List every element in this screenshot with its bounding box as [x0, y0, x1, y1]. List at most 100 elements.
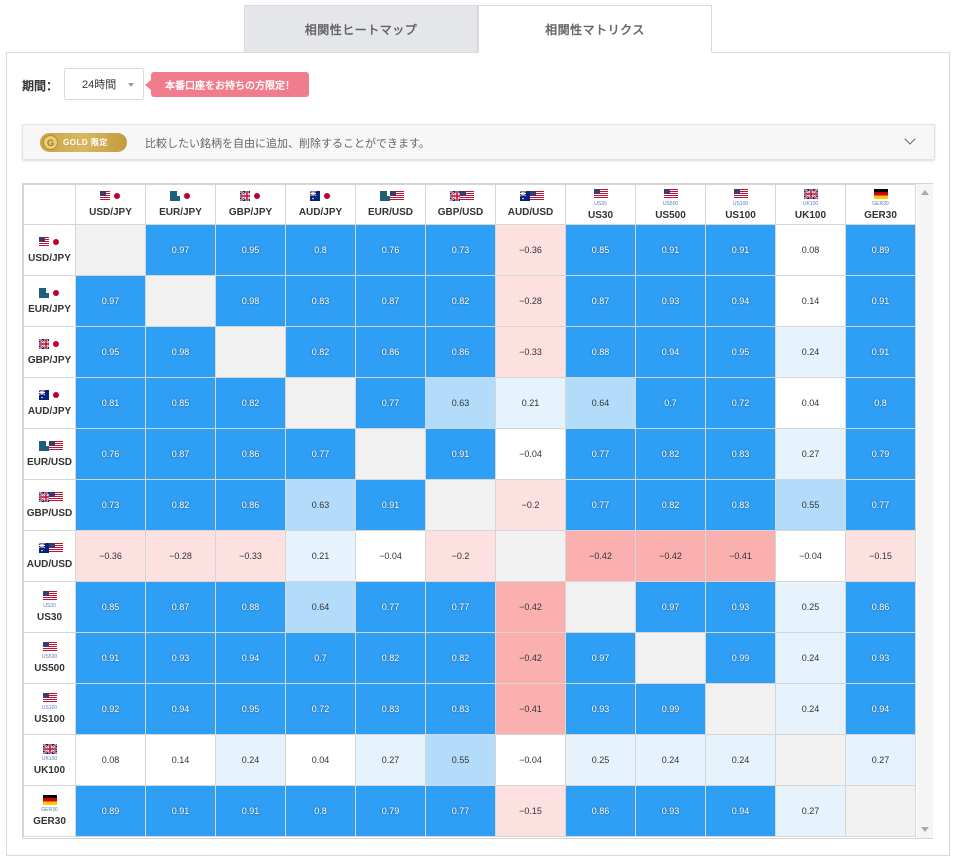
- matrix-cell: 0.63: [425, 377, 496, 429]
- row-label: US500: [34, 663, 65, 674]
- cell-value: 0.27: [801, 449, 820, 459]
- matrix-cell: 0.77: [845, 479, 916, 531]
- cell-value: 0.83: [731, 449, 750, 459]
- row-label: AUD/USD: [26, 558, 73, 570]
- matrix-cell: 0.21: [495, 377, 566, 429]
- column-header: GBP/USD: [425, 184, 496, 225]
- cell-value: −0.42: [519, 653, 542, 663]
- cell-value: 0.14: [171, 755, 190, 765]
- row-label: EUR/USD: [26, 456, 72, 468]
- cell-value: 0.99: [661, 704, 680, 714]
- matrix-cell: 0.83: [355, 683, 426, 735]
- matrix-cell: −0.15: [495, 785, 566, 837]
- cell-value: 0.83: [731, 500, 750, 510]
- cell-value: 0.8: [874, 398, 887, 408]
- matrix-cell: −0.42: [495, 581, 566, 633]
- cell-value: −0.2: [521, 500, 540, 510]
- cell-value: 0.25: [801, 602, 820, 612]
- matrix-cell: 0.77: [355, 581, 426, 633]
- matrix-cell: 0.97: [635, 581, 706, 633]
- flag-icon: [873, 188, 888, 199]
- flag-icon: [519, 190, 544, 201]
- cell-value: 0.93: [171, 653, 190, 663]
- matrix-cell: 0.14: [145, 734, 216, 786]
- cell-value: 0.94: [731, 806, 750, 816]
- matrix-cell: −0.28: [145, 530, 216, 582]
- flag-icon: [42, 591, 57, 601]
- matrix-cell: 0.77: [565, 428, 636, 480]
- cell-value: 0.24: [801, 653, 820, 663]
- cell-value: 0.94: [661, 347, 680, 357]
- gold-badge: G GOLD 限定: [40, 133, 127, 152]
- gold-feature-bar[interactable]: G GOLD 限定 比較したい銘柄を自由に追加、削除することができます。: [22, 124, 935, 160]
- matrix-cell: 0.04: [775, 377, 846, 429]
- vertical-scrollbar[interactable]: [917, 184, 933, 838]
- cell-value: −0.04: [519, 755, 542, 765]
- row-header: GBP/USD: [23, 479, 76, 531]
- column-header: GBP/JPY: [215, 184, 286, 225]
- matrix-cell: 0.95: [75, 326, 146, 378]
- cell-value: 0.76: [381, 245, 400, 255]
- cell-value: 0.04: [311, 755, 330, 765]
- matrix-cell: 0.93: [635, 275, 706, 327]
- matrix-cell: 0.24: [775, 632, 846, 684]
- cell-value: −0.04: [799, 551, 822, 561]
- cell-value: 0.64: [591, 398, 610, 408]
- cell-value: −0.36: [99, 551, 122, 561]
- cell-value: 0.55: [451, 755, 470, 765]
- row-header: USD/JPY: [23, 224, 76, 276]
- matrix-cell-diagonal: [215, 326, 286, 378]
- cell-value: −0.2: [451, 551, 470, 561]
- matrix-cell: 0.04: [285, 734, 356, 786]
- matrix-cell: 0.87: [355, 275, 426, 327]
- matrix-cell: −0.15: [845, 530, 916, 582]
- scroll-up-icon[interactable]: [921, 190, 929, 195]
- period-label: 期間：: [22, 79, 59, 93]
- matrix-cell: 0.82: [145, 479, 216, 531]
- matrix-cell: 0.73: [425, 224, 496, 276]
- cell-value: 0.97: [171, 245, 190, 255]
- matrix-cell: 0.91: [355, 479, 426, 531]
- matrix-cell: −0.42: [635, 530, 706, 582]
- row-header: AUD/JPY: [23, 377, 76, 429]
- matrix-cell: 0.98: [215, 275, 286, 327]
- tab-heatmap[interactable]: 相関性ヒートマップ: [244, 5, 478, 53]
- cell-value: 0.93: [661, 806, 680, 816]
- cell-value: 0.91: [871, 347, 890, 357]
- cell-value: 0.08: [101, 755, 120, 765]
- cell-value: 0.24: [801, 347, 820, 357]
- row-label: USD/JPY: [28, 252, 71, 264]
- row-label: GER30: [33, 816, 66, 827]
- row-label: GBP/USD: [26, 507, 73, 519]
- flag-icon: [42, 693, 57, 703]
- flag-icon: [802, 187, 819, 200]
- scroll-down-icon[interactable]: [921, 827, 929, 832]
- cell-value: 0.73: [101, 500, 120, 510]
- cell-value: 0.86: [591, 806, 610, 816]
- matrix-cell: 0.73: [75, 479, 146, 531]
- matrix-cell: 0.21: [285, 530, 356, 582]
- chevron-down-icon[interactable]: [904, 133, 916, 145]
- column-label: GBP/USD: [437, 207, 484, 218]
- matrix-cell: 0.08: [75, 734, 146, 786]
- tab-matrix[interactable]: 相関性マトリクス: [478, 5, 712, 53]
- row-header: EUR/JPY: [23, 275, 76, 327]
- gold-badge-label: GOLD 限定: [63, 138, 108, 147]
- matrix-cell-diagonal: [145, 275, 216, 327]
- matrix-cell: 0.24: [705, 734, 776, 786]
- cell-value: −0.36: [519, 245, 542, 255]
- row-label: GBP/JPY: [27, 354, 72, 366]
- matrix-cell: −0.2: [495, 479, 566, 531]
- matrix-row: GER30 GER30 0.89 0.91 0.91 0.8 0.79 0.77 −0.15 0.…: [23, 785, 916, 837]
- cell-value: −0.33: [519, 347, 542, 357]
- cell-value: 0.95: [101, 347, 120, 357]
- row-header: UK100 UK100: [23, 734, 76, 786]
- matrix-cell: 0.95: [215, 683, 286, 735]
- matrix-cell: 0.24: [775, 326, 846, 378]
- cell-value: 0.93: [661, 296, 680, 306]
- matrix-cell: 0.94: [705, 275, 776, 327]
- cell-value: 0.82: [381, 653, 400, 663]
- period-select[interactable]: 24時間: [64, 68, 144, 100]
- cell-value: 0.77: [871, 500, 890, 510]
- matrix-row: US500 US500 0.91 0.93 0.94 0.7 0.82 0.82 −0.42 0.…: [23, 632, 916, 684]
